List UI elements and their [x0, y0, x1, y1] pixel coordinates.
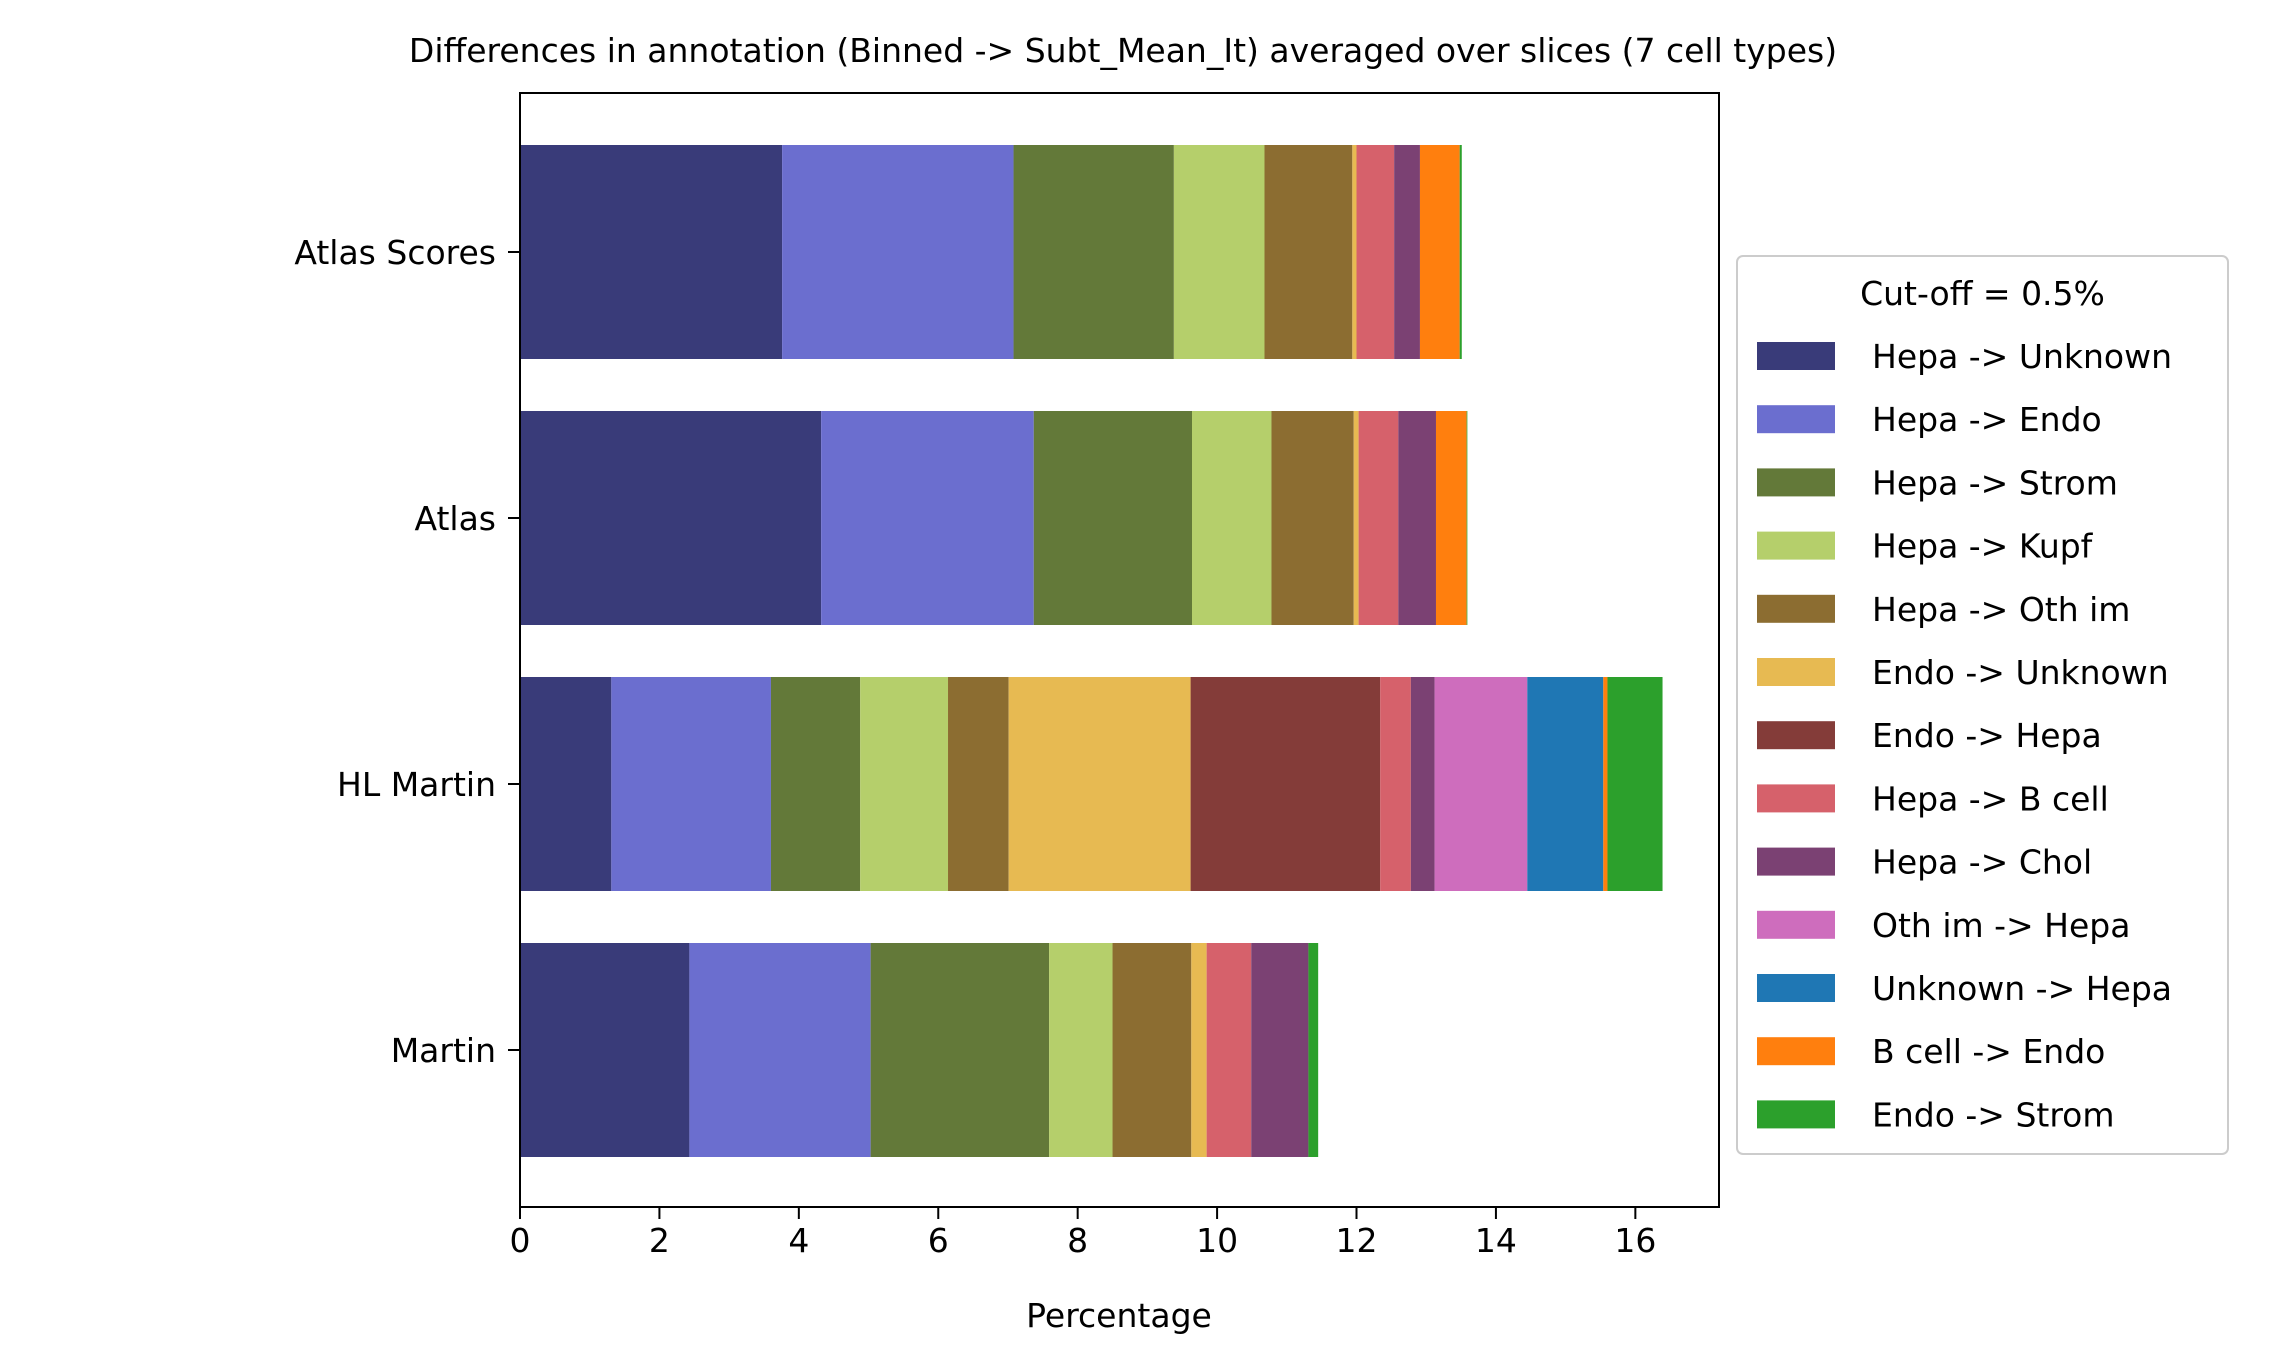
bar-martin-hepa-to-kupf — [1049, 943, 1113, 1157]
bar-atlas-b-cell-to-endo — [1435, 411, 1467, 625]
bar-atlas-scores-b-cell-to-endo — [1419, 145, 1460, 359]
bar-atlas-scores-hepa-to-unknown — [520, 145, 783, 359]
bar-martin-hepa-to-b-cell — [1206, 943, 1252, 1157]
bar-atlas-hepa-to-b-cell — [1358, 411, 1399, 625]
legend-swatch-hepa-to-unknown — [1757, 342, 1835, 370]
bar-hl-martin-b-cell-to-endo — [1603, 677, 1608, 891]
legend-swatch-b-cell-to-endo — [1757, 1037, 1835, 1066]
legend-swatch-hepa-to-endo — [1757, 405, 1835, 434]
x-axis-label: Percentage — [1026, 1296, 1212, 1335]
legend-label-hepa-to-strom: Hepa -> Strom — [1872, 463, 2118, 502]
bar-martin-hepa-to-oth-im — [1112, 943, 1192, 1157]
plot-frame — [519, 92, 1720, 1208]
x-tick-label: 16 — [1614, 1221, 1656, 1260]
legend-swatch-unknown-to-hepa — [1757, 974, 1835, 1002]
legend-swatch-endo-to-hepa — [1757, 721, 1835, 750]
x-tick-label: 12 — [1336, 1221, 1378, 1260]
x-tick-label: 8 — [1067, 1221, 1088, 1260]
bar-atlas-scores-endo-to-unknown — [1352, 145, 1357, 359]
legend-label-b-cell-to-endo: B cell -> Endo — [1872, 1032, 2105, 1071]
bar-martin-hepa-to-chol — [1251, 943, 1309, 1157]
y-tick-label: HL Martin — [337, 765, 496, 804]
bar-atlas-hepa-to-kupf — [1191, 411, 1272, 625]
y-tick-label: Atlas — [414, 499, 496, 538]
bar-hl-martin-unknown-to-hepa — [1527, 677, 1604, 891]
y-tick-label: Atlas Scores — [294, 233, 496, 272]
legend-label-endo-to-hepa: Endo -> Hepa — [1872, 716, 2102, 755]
bar-martin-hepa-to-strom — [870, 943, 1050, 1157]
legend-label-oth-im-to-hepa: Oth im -> Hepa — [1872, 906, 2130, 945]
x-tick-label: 14 — [1475, 1221, 1517, 1260]
bar-atlas-scores-hepa-to-chol — [1394, 145, 1420, 359]
bar-hl-martin-hepa-to-b-cell — [1380, 677, 1411, 891]
bars-layer — [520, 145, 1663, 1157]
legend-swatch-oth-im-to-hepa — [1757, 910, 1835, 939]
x-axis: 0 2 4 6 8 10 12 14 16 — [510, 1207, 1656, 1260]
bar-atlas-scores-hepa-to-endo — [782, 145, 1014, 359]
bar-hl-martin-hepa-to-kupf — [860, 677, 949, 891]
bar-atlas-scores-hepa-to-oth-im — [1264, 145, 1353, 359]
legend-title: Cut-off = 0.5% — [1860, 274, 2105, 313]
x-tick-label: 2 — [649, 1221, 670, 1260]
bar-martin-endo-to-strom — [1308, 943, 1319, 1157]
x-tick-label: 6 — [928, 1221, 949, 1260]
bar-hl-martin-hepa-to-unknown — [520, 677, 612, 891]
bar-atlas-hepa-to-strom — [1033, 411, 1192, 625]
legend-swatch-hepa-to-b-cell — [1757, 784, 1835, 813]
legend-swatch-hepa-to-strom — [1757, 468, 1835, 497]
bar-atlas-scores-hepa-to-b-cell — [1356, 145, 1395, 359]
bar-hl-martin-endo-to-hepa — [1190, 677, 1381, 891]
bar-hl-martin-endo-to-strom — [1607, 677, 1663, 891]
bar-hl-martin-hepa-to-strom — [770, 677, 861, 891]
bar-atlas-hepa-to-unknown — [520, 411, 822, 625]
bar-hl-martin-hepa-to-oth-im — [948, 677, 1009, 891]
legend-swatch-endo-to-unknown — [1757, 658, 1835, 686]
bar-martin-hepa-to-endo — [689, 943, 871, 1157]
legend: Cut-off = 0.5% Hepa -> Unknown Hepa -> End… — [1736, 255, 2229, 1155]
bar-hl-martin-hepa-to-chol — [1410, 677, 1435, 891]
bar-atlas-hepa-to-chol — [1398, 411, 1436, 625]
x-tick-label: 4 — [788, 1221, 809, 1260]
legend-swatch-hepa-to-kupf — [1757, 531, 1835, 560]
x-tick-label: 10 — [1196, 1221, 1238, 1260]
bar-atlas-scores-endo-to-strom — [1459, 145, 1462, 359]
bar-atlas-hepa-to-oth-im — [1271, 411, 1354, 625]
x-tick-label: 0 — [510, 1221, 531, 1260]
legend-label-hepa-to-kupf: Hepa -> Kupf — [1872, 527, 2094, 566]
chart-title: Differences in annotation (Binned -> Sub… — [409, 31, 1837, 70]
bar-martin-endo-to-unknown — [1191, 943, 1207, 1157]
legend-label-unknown-to-hepa: Unknown -> Hepa — [1872, 969, 2172, 1008]
bar-atlas-hepa-to-endo — [821, 411, 1034, 625]
legend-label-hepa-to-chol: Hepa -> Chol — [1872, 843, 2092, 882]
legend-swatch-hepa-to-chol — [1757, 847, 1835, 876]
y-tick-label: Martin — [391, 1031, 496, 1070]
legend-label-endo-to-strom: Endo -> Strom — [1872, 1095, 2115, 1134]
bar-hl-martin-oth-im-to-hepa — [1434, 677, 1528, 891]
legend-label-hepa-to-b-cell: Hepa -> B cell — [1872, 779, 2109, 818]
legend-box — [1736, 255, 2229, 1155]
legend-label-hepa-to-endo: Hepa -> Endo — [1872, 400, 2102, 439]
legend-label-hepa-to-oth-im: Hepa -> Oth im — [1872, 590, 2130, 629]
bar-hl-martin-endo-to-unknown — [1008, 677, 1191, 891]
legend-swatch-endo-to-strom — [1757, 1100, 1835, 1129]
legend-label-endo-to-unknown: Endo -> Unknown — [1872, 653, 2169, 692]
bar-hl-martin-hepa-to-endo — [611, 677, 771, 891]
legend-label-hepa-to-unknown: Hepa -> Unknown — [1872, 337, 2172, 376]
y-axis: Atlas Scores Atlas HL Martin Martin — [294, 233, 520, 1070]
bar-atlas-scores-hepa-to-strom — [1013, 145, 1174, 359]
bar-martin-hepa-to-unknown — [520, 943, 690, 1157]
bar-atlas-scores-hepa-to-kupf — [1173, 145, 1265, 359]
bar-atlas-endo-to-strom — [1466, 411, 1468, 625]
bar-atlas-endo-to-unknown — [1353, 411, 1359, 625]
legend-swatch-hepa-to-oth-im — [1757, 594, 1835, 623]
